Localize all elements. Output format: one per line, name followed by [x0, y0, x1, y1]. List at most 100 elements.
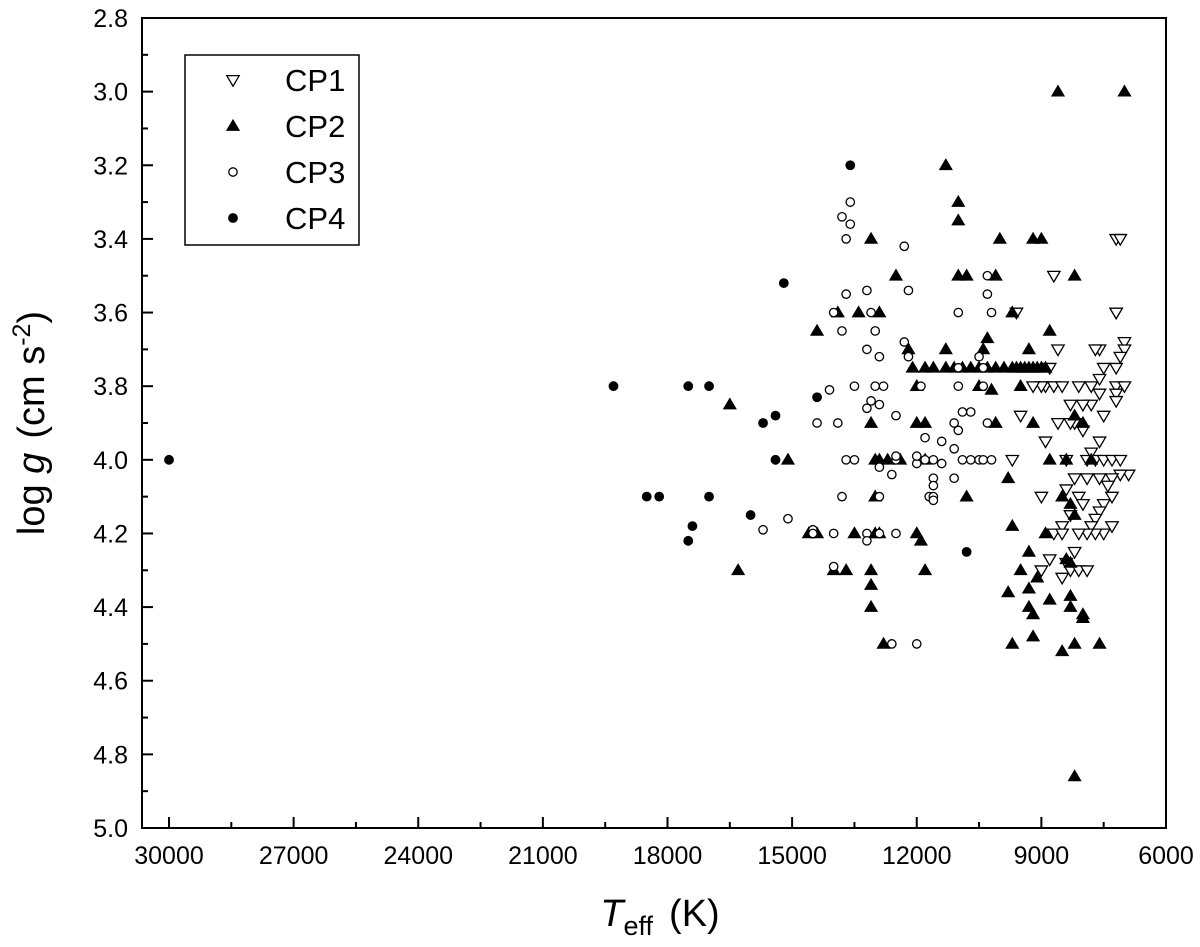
point-cp2 — [880, 452, 895, 465]
point-cp1 — [1071, 491, 1087, 505]
point-cp2 — [1021, 581, 1036, 594]
legend-item-cp2: CP2 — [225, 109, 345, 144]
point-cp2 — [847, 526, 862, 539]
point-cp1 — [1092, 373, 1107, 387]
x-axis-title-subscript: eff — [624, 911, 654, 941]
point-cp3 — [874, 399, 885, 410]
point-cp3 — [886, 469, 897, 480]
point-cp3 — [916, 381, 926, 392]
y-axis-title-symbol: g — [11, 453, 53, 474]
point-cp3 — [874, 462, 885, 473]
x-tick-label: 24000 — [383, 842, 453, 870]
point-cp2 — [1034, 231, 1049, 244]
point-cp3 — [837, 491, 847, 502]
point-cp2 — [1050, 84, 1066, 97]
point-cp3 — [982, 418, 993, 428]
point-cp3 — [886, 639, 897, 649]
point-cp2 — [1005, 305, 1020, 318]
point-cp1 — [1088, 344, 1103, 357]
point-cp3 — [862, 344, 872, 355]
point-cp3 — [899, 241, 910, 252]
y-axis-title-prefix: log — [11, 474, 53, 535]
point-cp3 — [870, 326, 881, 336]
point-cp3 — [849, 381, 860, 392]
point-cp1 — [1096, 499, 1112, 512]
legend-marker-cp2 — [225, 118, 241, 131]
point-cp2 — [1005, 518, 1020, 531]
point-cp1 — [1063, 399, 1078, 413]
point-cp3 — [953, 307, 964, 318]
legend-marker-cp1 — [225, 75, 241, 88]
point-cp4 — [608, 381, 619, 392]
series-cp4 — [164, 160, 972, 557]
point-cp4 — [745, 510, 756, 520]
point-cp3 — [866, 307, 876, 318]
point-cp3 — [986, 307, 997, 318]
point-cp2 — [1067, 636, 1082, 649]
point-cp2 — [1075, 415, 1090, 428]
y-axis-title-unit: (cm s — [11, 346, 53, 439]
y-tick-label: 4.4 — [93, 594, 128, 622]
point-cp3 — [874, 528, 885, 539]
point-cp3 — [920, 454, 930, 465]
point-cp3 — [845, 219, 856, 230]
point-cp3 — [903, 285, 914, 296]
point-cp2 — [938, 158, 953, 171]
point-cp3 — [824, 385, 835, 395]
y-tick-label: 4.2 — [93, 520, 128, 548]
point-cp1 — [1096, 362, 1112, 376]
point-cp3 — [841, 289, 851, 299]
point-cp1 — [1117, 381, 1132, 394]
point-cp2 — [1063, 496, 1078, 509]
point-cp1 — [1054, 381, 1070, 394]
point-cp3 — [808, 528, 818, 539]
legend-marker-cp3 — [228, 167, 238, 177]
point-cp1 — [1108, 388, 1124, 402]
point-cp2 — [851, 305, 866, 318]
point-cp2 — [959, 489, 974, 502]
point-cp3 — [783, 513, 793, 524]
legend-label-cp4: CP4 — [285, 201, 345, 236]
x-axis-title: Teff (K) — [600, 893, 719, 941]
point-cp3 — [936, 436, 947, 447]
point-cp1 — [1108, 307, 1124, 321]
legend-marker-cp4 — [228, 213, 238, 223]
x-axis-title-unit: (K) — [669, 893, 720, 935]
point-cp1 — [1042, 554, 1058, 567]
point-cp2 — [1075, 610, 1090, 623]
x-tick-label: 30000 — [134, 842, 204, 870]
point-cp1 — [1108, 362, 1124, 376]
point-cp1 — [1092, 436, 1107, 449]
point-cp3 — [911, 451, 922, 461]
point-cp3 — [978, 381, 989, 392]
point-cp1 — [1112, 454, 1128, 468]
point-cp4 — [704, 381, 714, 392]
point-cp3 — [957, 454, 968, 465]
point-cp4 — [683, 381, 694, 392]
y-tick-label: 4.6 — [93, 668, 128, 696]
point-cp3 — [891, 451, 901, 461]
point-cp2 — [1084, 452, 1099, 465]
point-cp1 — [1034, 491, 1049, 505]
point-cp2 — [951, 194, 966, 207]
point-cp2 — [1025, 629, 1041, 642]
point-cp1 — [1079, 565, 1095, 578]
point-cp3 — [812, 418, 822, 428]
point-cp2 — [988, 415, 1003, 428]
point-cp3 — [974, 351, 984, 362]
point-cp1 — [1104, 473, 1120, 486]
point-cp1 — [1050, 418, 1066, 431]
point-cp2 — [926, 360, 941, 373]
point-cp3 — [949, 473, 959, 484]
point-cp3 — [928, 454, 939, 465]
point-cp1 — [1092, 473, 1107, 486]
point-cp3 — [928, 495, 939, 506]
x-tick-label: 21000 — [508, 842, 578, 870]
y-tick-label: 2.8 — [93, 5, 128, 33]
point-cp2 — [1059, 452, 1074, 465]
point-cp2 — [1063, 588, 1078, 601]
point-cp3 — [837, 211, 847, 222]
point-cp3 — [978, 362, 989, 373]
point-cp3 — [953, 381, 964, 392]
y-tick-label: 3.2 — [93, 152, 128, 180]
